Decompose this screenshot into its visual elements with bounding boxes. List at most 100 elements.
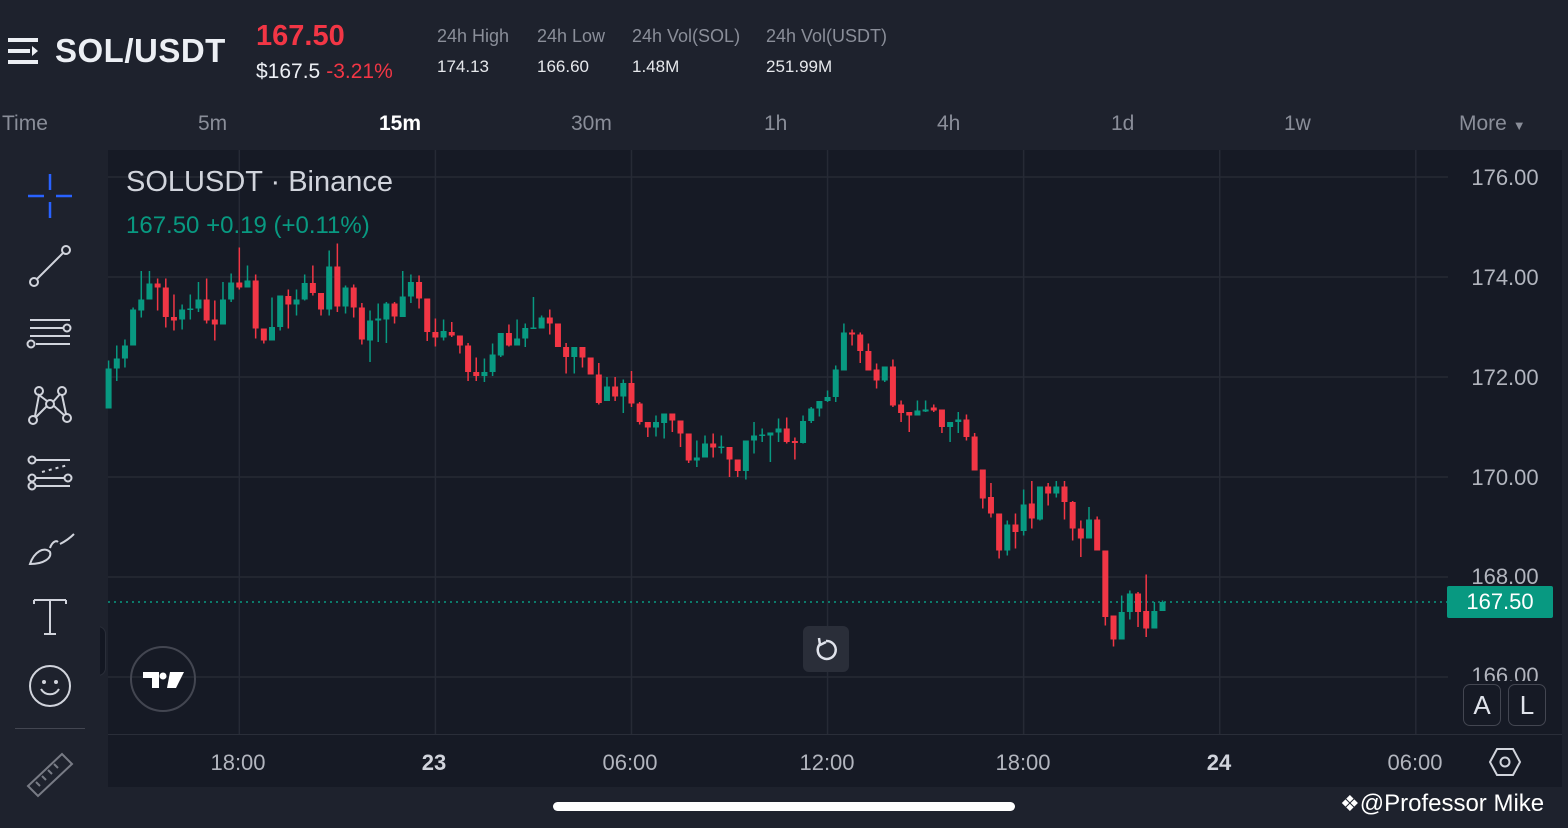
candle-up xyxy=(661,413,668,423)
price-label: 176.00 xyxy=(1471,165,1539,190)
time-label: 18:00 xyxy=(995,750,1051,775)
time-label: 12:00 xyxy=(799,750,855,775)
watermark: ❖@Professor Mike xyxy=(1340,790,1544,818)
candle-up xyxy=(244,280,251,288)
brush-icon[interactable] xyxy=(22,518,78,574)
tab-1h[interactable]: 1h xyxy=(764,112,788,135)
candle-down xyxy=(996,513,1003,551)
candle-down xyxy=(1061,486,1068,502)
auto-scale-button[interactable]: A xyxy=(1463,684,1501,726)
tab-15m[interactable]: 15m xyxy=(379,112,422,135)
candle-up xyxy=(301,283,308,300)
candle-up xyxy=(571,347,578,357)
candle-down xyxy=(791,441,798,443)
candle-down xyxy=(857,334,864,351)
tab-1w[interactable]: 1w xyxy=(1284,112,1311,135)
pattern-icon[interactable] xyxy=(22,378,78,434)
candle-up xyxy=(775,428,782,433)
hamburger-menu-icon[interactable] xyxy=(8,36,40,66)
reset-icon xyxy=(816,637,837,661)
tradingview-logo[interactable] xyxy=(130,646,196,712)
candle-down xyxy=(612,386,619,397)
candle-down xyxy=(154,283,161,288)
usd-price-row: $167.5 -3.21% xyxy=(256,60,393,84)
candle-down xyxy=(309,283,316,293)
candle-up xyxy=(105,368,112,409)
candle-down xyxy=(930,407,937,411)
candle-down xyxy=(350,287,357,308)
tab-more[interactable]: More ▼ xyxy=(1459,112,1526,136)
candle-up xyxy=(481,372,488,376)
price-label: 172.00 xyxy=(1471,365,1539,390)
price-label: 166.00 xyxy=(1471,663,1539,681)
candle-down xyxy=(636,403,643,422)
candle-up xyxy=(955,419,962,422)
candle-up xyxy=(530,327,537,329)
candle-up xyxy=(1053,486,1060,494)
fib-retracement-icon[interactable] xyxy=(22,448,78,504)
candle-up xyxy=(146,283,153,300)
candle-up xyxy=(113,358,120,369)
candle-down xyxy=(587,357,594,375)
candle-down xyxy=(677,420,684,434)
candle-up xyxy=(751,435,758,441)
time-label: 06:00 xyxy=(602,750,658,775)
tradingview-logo-icon xyxy=(143,672,184,688)
candle-up xyxy=(702,443,709,458)
price-change-legend: 167.50 +0.19 (+0.11%) xyxy=(126,212,370,239)
candle-down xyxy=(211,319,218,325)
log-scale-button[interactable]: L xyxy=(1508,684,1546,726)
settings-hexagon-icon[interactable] xyxy=(1488,746,1522,778)
tab-5m[interactable]: 5m xyxy=(198,112,228,135)
candle-down xyxy=(162,287,169,317)
candle-down xyxy=(1045,486,1052,494)
price-label: 168.00 xyxy=(1471,564,1539,589)
candle-up xyxy=(832,369,839,397)
candle-down xyxy=(391,303,398,317)
candle-down xyxy=(865,351,872,371)
candle-up xyxy=(1159,602,1166,611)
candle-down xyxy=(1012,524,1019,532)
current-price-tag: 167.50 xyxy=(1447,586,1553,618)
stat-24h-vol-usdt: 24h Vol(USDT) 251.99M xyxy=(766,26,887,77)
tab-4h[interactable]: 4h xyxy=(937,112,961,135)
candle-up xyxy=(195,299,202,309)
candle-up xyxy=(497,333,504,356)
chart-panel[interactable] xyxy=(108,150,1562,787)
emoji-icon[interactable] xyxy=(22,658,78,714)
candle-down xyxy=(898,404,905,413)
horizontal-lines-icon[interactable] xyxy=(22,308,78,364)
candle-up xyxy=(824,397,831,401)
more-label: More xyxy=(1459,112,1507,135)
candle-down xyxy=(1094,519,1101,551)
candle-down xyxy=(473,372,480,376)
candle-up xyxy=(1020,504,1027,531)
pair-title[interactable]: SOL/USDT xyxy=(55,32,226,69)
stat-label: 24h Vol(SOL) xyxy=(632,26,741,46)
crosshair-icon[interactable] xyxy=(22,168,78,224)
candle-down xyxy=(644,422,651,428)
stat-value: 1.48M xyxy=(632,57,680,76)
caret-down-icon: ▼ xyxy=(1512,118,1526,133)
trend-line-icon[interactable] xyxy=(22,238,78,294)
tab-1d[interactable]: 1d xyxy=(1111,112,1135,135)
time-axis-divider xyxy=(108,734,1562,735)
symbol-legend[interactable]: SOLUSDT · Binance xyxy=(126,166,394,198)
tab-30m[interactable]: 30m xyxy=(571,112,612,135)
candle-up xyxy=(538,317,545,329)
tab-time[interactable]: Time xyxy=(2,112,48,135)
candle-down xyxy=(726,447,733,460)
candle-down xyxy=(546,317,553,324)
candle-down xyxy=(1028,503,1035,519)
candle-down xyxy=(554,323,561,347)
candle-down xyxy=(170,317,177,321)
stat-label: 24h High xyxy=(437,26,510,46)
candle-up xyxy=(947,422,954,427)
reset-chart-button[interactable] xyxy=(803,626,849,672)
candle-down xyxy=(734,459,741,471)
price-label: 170.00 xyxy=(1471,465,1539,490)
ruler-icon[interactable] xyxy=(22,742,78,798)
text-icon[interactable] xyxy=(22,588,78,644)
time-label: 18:00 xyxy=(210,750,266,775)
